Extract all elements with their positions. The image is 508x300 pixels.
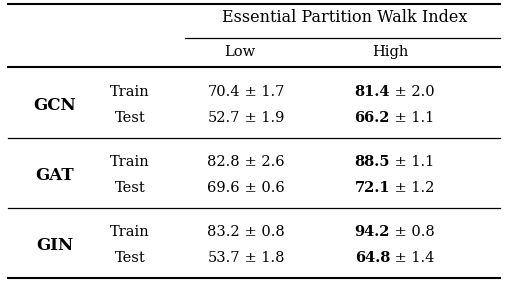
Text: ± 1.9: ± 1.9 — [240, 111, 284, 125]
Text: ± 2.0: ± 2.0 — [390, 85, 435, 99]
Text: ± 1.1: ± 1.1 — [390, 155, 434, 169]
Text: 81.4: 81.4 — [355, 85, 390, 99]
Text: Test: Test — [115, 251, 145, 265]
Text: ± 0.8: ± 0.8 — [390, 225, 435, 239]
Text: 52.7: 52.7 — [208, 111, 240, 125]
Text: 53.7: 53.7 — [207, 251, 240, 265]
Text: ± 1.7: ± 1.7 — [240, 85, 284, 99]
Text: Low: Low — [225, 45, 256, 59]
Text: Train: Train — [110, 225, 150, 239]
Text: 64.8: 64.8 — [355, 251, 390, 265]
Text: GAT: GAT — [36, 167, 74, 184]
Text: 88.5: 88.5 — [355, 155, 390, 169]
Text: 72.1: 72.1 — [355, 181, 390, 195]
Text: Test: Test — [115, 111, 145, 125]
Text: 70.4: 70.4 — [207, 85, 240, 99]
Text: Train: Train — [110, 155, 150, 169]
Text: ± 1.8: ± 1.8 — [240, 251, 284, 265]
Text: Train: Train — [110, 85, 150, 99]
Text: Essential Partition Walk Index: Essential Partition Walk Index — [223, 10, 468, 26]
Text: ± 0.6: ± 0.6 — [240, 181, 285, 195]
Text: GIN: GIN — [37, 236, 74, 254]
Text: 66.2: 66.2 — [355, 111, 390, 125]
Text: ± 2.6: ± 2.6 — [240, 155, 284, 169]
Text: Test: Test — [115, 181, 145, 195]
Text: 83.2: 83.2 — [207, 225, 240, 239]
Text: GCN: GCN — [34, 97, 76, 113]
Text: High: High — [372, 45, 408, 59]
Text: ± 1.2: ± 1.2 — [390, 181, 434, 195]
Text: 94.2: 94.2 — [355, 225, 390, 239]
Text: ± 0.8: ± 0.8 — [240, 225, 285, 239]
Text: 82.8: 82.8 — [207, 155, 240, 169]
Text: 69.6: 69.6 — [207, 181, 240, 195]
Text: ± 1.4: ± 1.4 — [390, 251, 434, 265]
Text: ± 1.1: ± 1.1 — [390, 111, 434, 125]
